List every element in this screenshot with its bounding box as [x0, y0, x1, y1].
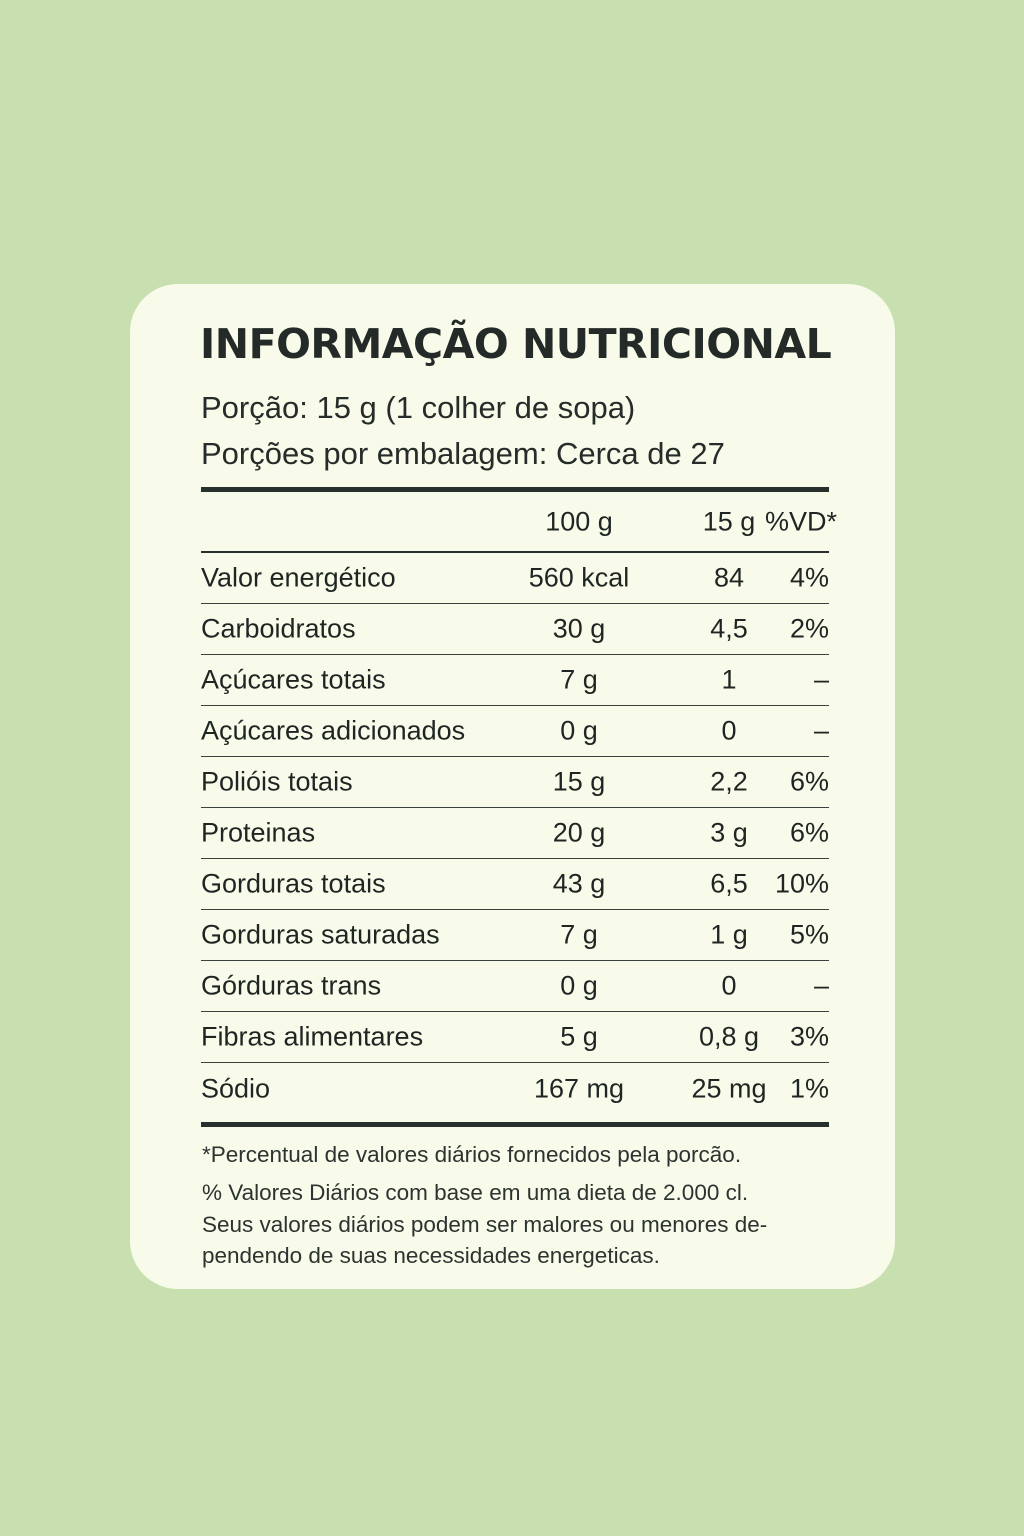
value-per-portion: 4,5 [710, 613, 748, 644]
daily-value-percent: – [813, 715, 829, 746]
value-per-portion: 0 [721, 970, 737, 1001]
footnote-line: pendendo de suas necessidades energetica… [202, 1243, 660, 1268]
footnote-line: % Valores Diários com base em uma dieta … [202, 1180, 749, 1205]
column-header-portion: 15 g [702, 506, 756, 536]
daily-value-percent: 3% [789, 1021, 829, 1052]
daily-value-percent: – [813, 664, 829, 695]
table-row: Açúcares totais 7 g 1 – [201, 655, 829, 706]
bottom-divider [201, 1122, 829, 1127]
column-header-100g: 100 g [545, 506, 613, 536]
nutrition-label-card: INFORMAÇÃO NUTRICIONAL Porção: 15 g (1 c… [130, 284, 895, 1289]
table-row: Valor energético 560 kcal 84 4% [201, 553, 829, 604]
nutrient-name: Sódio [201, 1073, 271, 1103]
nutrient-name: Górduras trans [201, 970, 382, 1001]
nutrient-name: Fibras alimentares [201, 1021, 424, 1052]
table-row: Proteinas 20 g 3 g 6% [201, 808, 829, 859]
daily-value-percent: 5% [789, 919, 829, 950]
nutrient-name: Açúcares adicionados [201, 715, 466, 746]
value-per-100g: 0 g [560, 970, 598, 1001]
daily-value-percent: 1% [789, 1073, 829, 1103]
value-per-100g: 7 g [560, 919, 598, 950]
footnote-line: *Percentual de valores diários fornecido… [202, 1142, 742, 1167]
value-per-portion: 0,8 g [698, 1021, 760, 1052]
daily-value-percent: 6% [789, 766, 829, 797]
value-per-100g: 167 mg [533, 1073, 625, 1103]
value-per-portion: 1 g [710, 919, 748, 950]
nutrition-table: 100 g 15 g %VD* Valor energético 560 kcal… [201, 492, 837, 1114]
value-per-100g: 0 g [560, 715, 598, 746]
value-per-portion: 2,2 [710, 766, 748, 797]
daily-value-percent: 10% [774, 868, 829, 899]
top-divider [201, 487, 829, 492]
table-header-row: 100 g 15 g %VD* [201, 492, 837, 553]
value-per-portion: 25 mg [691, 1073, 767, 1103]
table-row: Górduras trans 0 g 0 – [201, 961, 829, 1012]
nutrient-name: Açúcares totais [201, 664, 386, 695]
footnote-line: Seus valores diários podem ser malores o… [202, 1212, 768, 1237]
value-per-100g: 7 g [560, 664, 598, 695]
value-per-portion: 1 [721, 664, 737, 695]
table-row: Açúcares adicionados 0 g 0 – [201, 706, 829, 757]
daily-value-percent: 6% [789, 817, 829, 848]
value-per-portion: 6,5 [710, 868, 748, 899]
value-per-100g: 560 kcal [528, 562, 630, 593]
nutrient-name: Gorduras totais [201, 868, 386, 899]
nutrient-name: Valor energético [201, 562, 396, 593]
nutrient-name: Proteinas [201, 817, 316, 848]
label-title: INFORMAÇÃO NUTRICIONAL [200, 320, 832, 368]
daily-value-percent: 4% [789, 562, 829, 593]
daily-value-percent: – [813, 970, 829, 1001]
column-header-dv: %VD* [764, 506, 837, 536]
value-per-portion: 3 g [710, 817, 748, 848]
value-per-portion: 0 [721, 715, 737, 746]
table-row: Gorduras saturadas 7 g 1 g 5% [201, 910, 829, 961]
value-per-100g: 5 g [560, 1021, 598, 1052]
table-row: Polióis totais 15 g 2,2 6% [201, 757, 829, 808]
table-row: Fibras alimentares 5 g 0,8 g 3% [201, 1012, 829, 1063]
nutrient-name: Carboidratos [201, 613, 356, 644]
nutrient-name: Polióis totais [201, 766, 353, 797]
table-row: Sódio 167 mg 25 mg 1% [201, 1063, 829, 1114]
daily-value-percent: 2% [789, 613, 829, 644]
value-per-100g: 30 g [552, 613, 606, 644]
nutrient-name: Gorduras saturadas [201, 919, 440, 950]
value-per-100g: 20 g [552, 817, 606, 848]
servings-per-package: Porções por embalagem: Cerca de 27 [201, 436, 725, 471]
table-body: Valor energético 560 kcal 84 4% Carboidratos… [201, 553, 829, 1114]
serving-size: Porção: 15 g (1 colher de sopa) [201, 390, 636, 425]
table-row: Carboidratos 30 g 4,5 2% [201, 604, 829, 655]
value-per-100g: 43 g [552, 868, 606, 899]
value-per-100g: 15 g [552, 766, 606, 797]
value-per-portion: 84 [713, 562, 745, 593]
table-row: Gorduras totais 43 g 6,5 10% [201, 859, 829, 910]
